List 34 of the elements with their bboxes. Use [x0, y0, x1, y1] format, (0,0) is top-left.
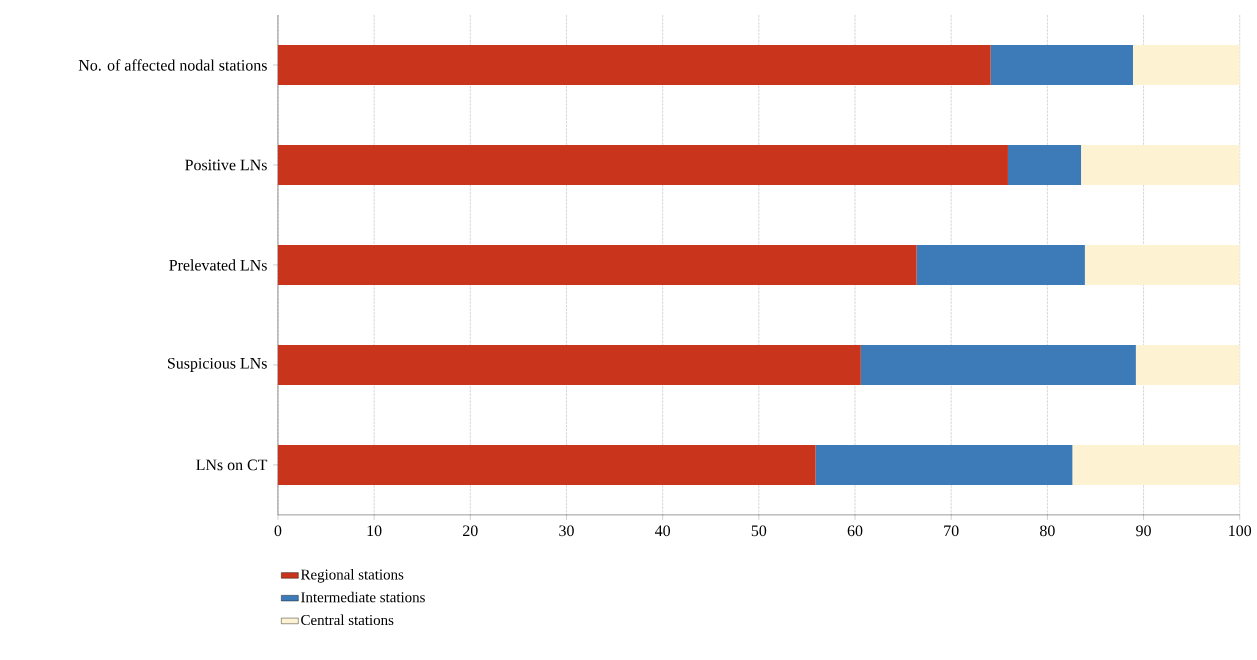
legend-label: Central stations: [301, 614, 394, 626]
y-tick-label: No. of affected nodal stations: [78, 59, 267, 71]
bar: [1135, 345, 1240, 385]
bar: [277, 345, 861, 385]
bar: [1081, 145, 1240, 186]
bar: [916, 245, 1085, 286]
y-tick-label: Suspicious LNs: [168, 358, 267, 372]
x-tick-label: 10: [367, 525, 382, 537]
x-tick-label: 30: [559, 525, 574, 537]
x-tick-label: 40: [655, 525, 671, 537]
bar: [815, 444, 1073, 485]
bar: [1072, 444, 1240, 485]
x-tick-label: 20: [463, 525, 478, 537]
x-tick-label: 50: [751, 525, 767, 537]
bar: [990, 45, 1133, 86]
bar: [1007, 145, 1082, 186]
bar: [277, 45, 991, 86]
x-tick-label: 80: [1040, 525, 1055, 537]
x-tick-label: 90: [1136, 525, 1151, 537]
x-tick-label: 100: [1229, 525, 1252, 537]
bar: [1084, 245, 1240, 286]
x-tick-label: 70: [944, 525, 959, 537]
bar: [277, 444, 816, 485]
x-tick-label: 60: [847, 525, 863, 537]
legend-label: Regional stations: [300, 569, 404, 583]
bar: [277, 145, 1008, 186]
y-tick-label: Prelevated LNs: [169, 259, 267, 271]
bar: [1132, 45, 1240, 86]
x-tick-label: 0: [274, 525, 282, 537]
y-tick-label: Positive LNs: [185, 159, 267, 171]
legend-label: Intermediate stations: [301, 591, 425, 603]
bar: [277, 245, 917, 286]
bar: [860, 345, 1136, 385]
y-tick-label: LNs on CT: [196, 459, 268, 471]
